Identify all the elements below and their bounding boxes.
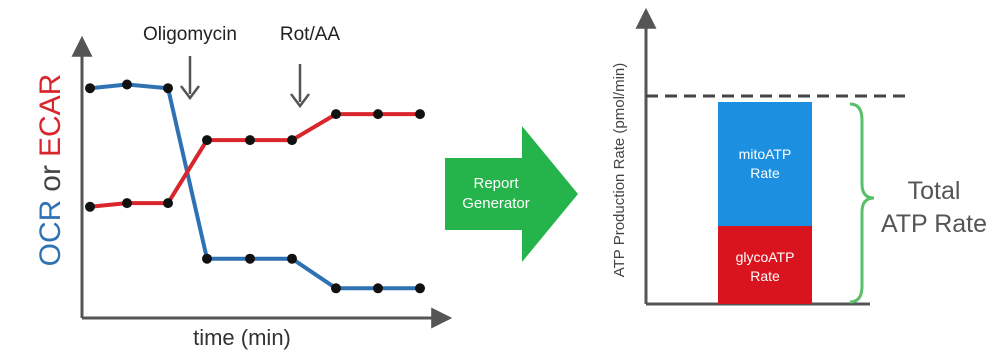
- ocr-point-1: [122, 79, 132, 90]
- ecar-point-8: [415, 109, 425, 120]
- ocr-point-7: [373, 283, 383, 294]
- ecar-series-line: [89, 112, 420, 209]
- x-axis-label: time (min): [193, 325, 291, 350]
- y-axis-label: OCR or ECAR: [34, 74, 67, 267]
- y-label-or: or: [34, 165, 67, 192]
- total-label-line2: ATP Rate: [881, 210, 987, 238]
- ecar-point-3: [202, 135, 212, 146]
- annotation-rot-aa: Rot/AA: [280, 24, 341, 45]
- annotation-oligomycin: Oligomycin: [143, 24, 237, 45]
- green-arrow-shape: [445, 126, 578, 262]
- ecar-point-1: [122, 198, 132, 209]
- ecar-point-2: [163, 198, 173, 209]
- ocr-point-3: [202, 253, 212, 264]
- left-chart: Oligomycin Rot/AA time (min) OCR or ECAR: [34, 24, 453, 350]
- y-label-ecar: ECAR: [34, 74, 67, 157]
- total-label-line1: Total: [908, 177, 961, 205]
- glyco-label-line1: glycoATP: [736, 249, 795, 265]
- ecar-point-7: [373, 109, 383, 120]
- ocr-point-2: [163, 83, 173, 94]
- oligomycin-arrow-head: [180, 85, 200, 101]
- arrow-label-line2: Generator: [462, 195, 530, 212]
- ocr-point-5: [287, 253, 297, 264]
- ecar-point-0: [85, 201, 95, 212]
- ecar-point-4: [245, 135, 255, 146]
- right-y-axis-label: ATP Production Rate (pmol/min): [611, 63, 628, 278]
- total-bracket: [849, 102, 875, 304]
- ocr-point-4: [245, 253, 255, 264]
- report-generator-arrow: Report Generator: [445, 126, 578, 262]
- glyco-atp-bar: [718, 226, 812, 304]
- glyco-label-line2: Rate: [750, 268, 780, 284]
- rot-aa-arrow-head: [290, 93, 310, 109]
- arrow-label-line1: Report: [473, 175, 519, 192]
- ocr-point-8: [415, 283, 425, 294]
- series-layer: [85, 79, 425, 294]
- ocr-point-6: [331, 283, 341, 294]
- ecar-point-6: [331, 109, 341, 120]
- right-chart: ATP Production Rate (pmol/min) mitoATP R…: [611, 7, 987, 306]
- mito-label-line2: Rate: [750, 165, 780, 181]
- y-label-ocr: OCR: [34, 200, 67, 267]
- ecar-point-5: [287, 135, 297, 146]
- ocr-point-0: [85, 83, 95, 94]
- mito-atp-bar: [718, 102, 812, 226]
- mito-label-line1: mitoATP: [739, 146, 792, 162]
